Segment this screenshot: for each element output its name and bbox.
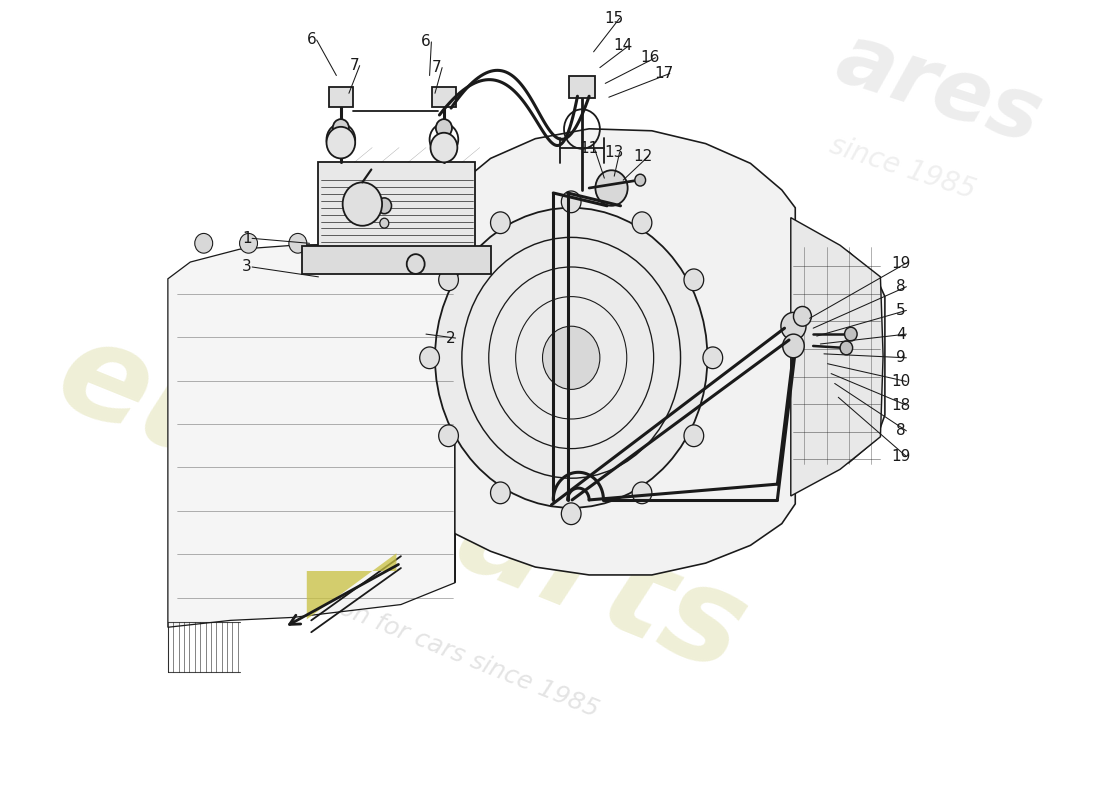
Text: 13: 13 (605, 145, 624, 160)
Circle shape (430, 133, 458, 162)
Circle shape (561, 191, 581, 213)
Circle shape (491, 212, 510, 234)
Text: 11: 11 (580, 141, 598, 156)
Polygon shape (307, 554, 396, 619)
Text: since 1985: since 1985 (826, 131, 979, 205)
Text: 7: 7 (350, 58, 359, 73)
Circle shape (845, 327, 857, 341)
Text: 10: 10 (891, 374, 911, 389)
Circle shape (632, 482, 652, 504)
Circle shape (333, 119, 349, 137)
Text: 18: 18 (891, 398, 911, 413)
Text: 16: 16 (640, 50, 660, 66)
Circle shape (840, 341, 852, 355)
Text: 7: 7 (432, 60, 441, 75)
FancyBboxPatch shape (318, 162, 475, 250)
Text: a passion for cars since 1985: a passion for cars since 1985 (254, 562, 602, 722)
Circle shape (289, 234, 307, 253)
Text: 6: 6 (421, 34, 431, 50)
Circle shape (542, 326, 600, 390)
Text: 15: 15 (605, 10, 624, 26)
Circle shape (338, 234, 356, 253)
Text: 6: 6 (307, 33, 316, 47)
Circle shape (420, 347, 439, 369)
Circle shape (491, 482, 510, 504)
Circle shape (439, 269, 459, 290)
Circle shape (684, 425, 704, 446)
Circle shape (595, 170, 628, 206)
Text: 19: 19 (891, 255, 911, 270)
Circle shape (342, 182, 382, 226)
Text: 12: 12 (634, 149, 652, 164)
Text: 19: 19 (891, 449, 911, 464)
Text: 2: 2 (446, 330, 455, 346)
Text: 17: 17 (654, 66, 674, 81)
Text: 8: 8 (896, 279, 905, 294)
Text: 1: 1 (242, 231, 252, 246)
Circle shape (377, 198, 392, 214)
Circle shape (383, 234, 400, 253)
FancyBboxPatch shape (432, 87, 455, 107)
Circle shape (703, 347, 723, 369)
FancyBboxPatch shape (329, 87, 352, 107)
Text: 4: 4 (896, 326, 905, 342)
Circle shape (561, 503, 581, 525)
Circle shape (632, 212, 652, 234)
Text: europarts: europarts (39, 308, 763, 699)
Text: 9: 9 (896, 350, 906, 366)
Text: 3: 3 (242, 259, 252, 274)
Text: 14: 14 (614, 38, 632, 54)
Polygon shape (168, 190, 454, 627)
Text: 8: 8 (896, 423, 905, 438)
FancyBboxPatch shape (569, 77, 595, 98)
Circle shape (439, 425, 459, 446)
Text: ares: ares (826, 18, 1052, 162)
Circle shape (635, 174, 646, 186)
Polygon shape (454, 129, 884, 583)
Text: 5: 5 (896, 303, 905, 318)
Circle shape (783, 334, 804, 358)
Circle shape (327, 127, 355, 158)
Circle shape (240, 234, 257, 253)
Circle shape (684, 269, 704, 290)
Circle shape (434, 208, 707, 508)
Circle shape (793, 306, 812, 326)
Circle shape (424, 234, 441, 253)
Circle shape (436, 119, 452, 137)
FancyBboxPatch shape (302, 246, 492, 274)
Circle shape (781, 312, 806, 340)
Circle shape (195, 234, 212, 253)
Polygon shape (791, 218, 883, 496)
Circle shape (379, 218, 388, 228)
